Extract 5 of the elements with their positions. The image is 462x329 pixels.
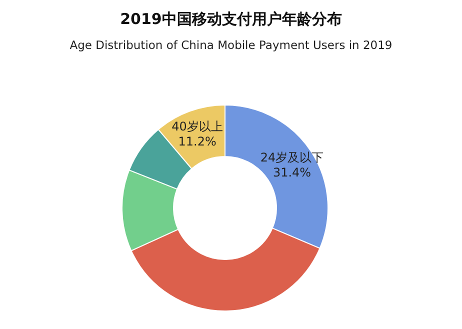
chart-title: 2019中国移动支付用户年龄分布 — [120, 10, 342, 28]
data-label: 11.2% — [178, 134, 216, 149]
slice-label: 40岁以上 — [172, 120, 223, 134]
chart-subtitle: Age Distribution of China Mobile Payment Users in 2019 — [70, 38, 392, 52]
data-label: 31.4% — [272, 166, 312, 180]
